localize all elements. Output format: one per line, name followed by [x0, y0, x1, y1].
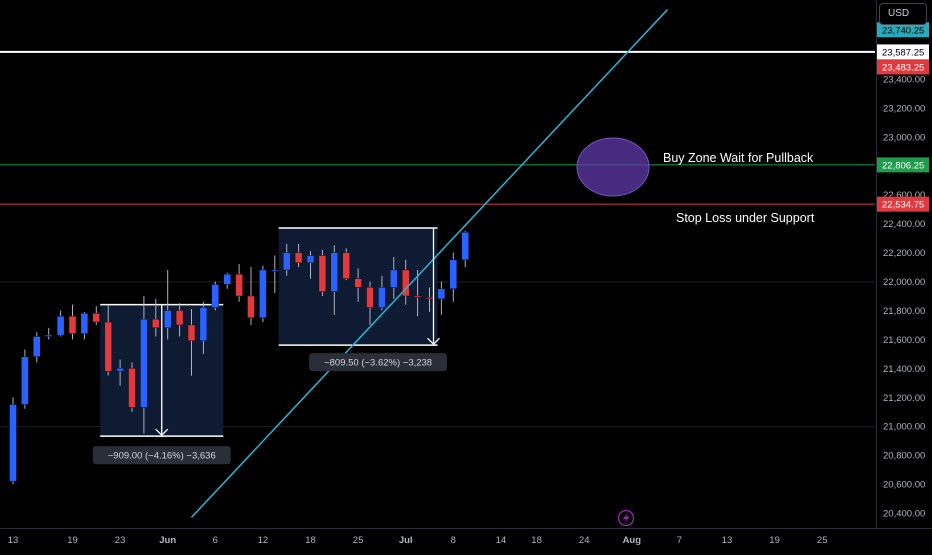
- candle-up: [437, 288, 446, 300]
- time-tick-label: 24: [579, 535, 590, 546]
- candle-up: [390, 269, 398, 288]
- price-tick-label: 23,200.00: [883, 103, 925, 114]
- candle-up: [9, 404, 17, 482]
- price-tick-label: 20,400.00: [883, 509, 925, 520]
- price-badge-label: 22,806.25: [882, 160, 924, 171]
- time-tick-label: Aug: [623, 535, 642, 546]
- lightning-bolt-icon: [623, 512, 630, 524]
- price-badge-label: 23,740.25: [882, 25, 924, 36]
- buy-zone-ellipse: [576, 137, 650, 197]
- price-tick-label: 22,600.00: [883, 190, 925, 201]
- candle-up: [449, 259, 457, 289]
- measure-arrowhead-2: [427, 337, 440, 346]
- time-tick-label: Jul: [399, 535, 413, 546]
- candle-down: [247, 295, 255, 318]
- price-tick-label: 20,600.00: [883, 480, 925, 491]
- price-badge-label: 23,587.25: [882, 47, 924, 58]
- time-tick-label: 19: [769, 535, 780, 546]
- price-tick-label: 21,400.00: [883, 364, 925, 375]
- candle-down: [175, 310, 184, 326]
- price-tick-label: 23,400.00: [883, 75, 925, 86]
- candle-down: [128, 368, 136, 408]
- price-tick-label: 20,800.00: [883, 451, 925, 462]
- price-badge: [877, 157, 929, 173]
- measure-label-2-bg: [309, 353, 448, 372]
- buy-zone-label: Buy Zone Wait for Pullback: [663, 151, 814, 165]
- candle-up: [306, 255, 315, 263]
- time-tick-label: 8: [451, 535, 456, 546]
- candle-up: [80, 313, 89, 334]
- measure-arrowhead-1: [155, 428, 169, 437]
- candle-up: [45, 334, 53, 337]
- price-badge: [877, 59, 929, 75]
- candle-up: [330, 252, 338, 292]
- candle-down: [104, 321, 112, 372]
- candle-up: [378, 287, 386, 308]
- candle-up: [223, 274, 231, 285]
- price-tick-label: 22,200.00: [883, 248, 925, 259]
- measure-label-2: −809.50 (−3.62%) −3,238: [324, 358, 432, 369]
- candle-down: [413, 295, 422, 298]
- price-badge-label: 22,534.75: [882, 200, 924, 211]
- price-tick-label: 21,200.00: [883, 393, 925, 404]
- candle-down: [425, 297, 434, 300]
- time-tick-label: 23: [115, 535, 126, 546]
- candle-down: [68, 316, 77, 334]
- candle-up: [116, 368, 124, 372]
- candle-up: [199, 307, 208, 342]
- candle-up: [56, 316, 65, 336]
- time-tick-label: 13: [722, 535, 733, 546]
- price-badge: [877, 44, 929, 60]
- time-tick-label: 25: [817, 535, 828, 546]
- time-tick-label: 7: [677, 535, 682, 546]
- candle-down: [92, 313, 101, 323]
- candle-up: [33, 336, 41, 357]
- candle-up: [271, 269, 279, 272]
- time-tick-label: 6: [213, 535, 218, 546]
- time-tick-label: 18: [305, 535, 316, 546]
- price-badge-label: 23,483.25: [882, 62, 924, 73]
- candle-up: [211, 284, 220, 308]
- candle-down: [366, 287, 374, 308]
- candle-up: [259, 269, 267, 318]
- candle-down: [318, 255, 327, 292]
- time-tick-label: Jun: [159, 535, 176, 546]
- time-tick-label: 18: [531, 535, 542, 546]
- candle-down: [354, 278, 362, 288]
- candle-down: [402, 269, 410, 297]
- price-tick-label: 21,600.00: [883, 335, 925, 346]
- candle-down: [187, 324, 196, 342]
- price-tick-label: 22,400.00: [883, 219, 925, 230]
- candle-up: [163, 310, 172, 329]
- time-tick-label: 19: [67, 535, 78, 546]
- price-tick-label: 22,000.00: [883, 277, 925, 288]
- price-tick-label: 21,000.00: [883, 422, 925, 433]
- candle-down: [294, 252, 303, 263]
- price-tick-label: 23,000.00: [883, 132, 925, 143]
- time-tick-label: 13: [8, 535, 19, 546]
- lightning-icon: [617, 509, 635, 527]
- candle-down: [152, 318, 160, 329]
- time-tick-label: 12: [258, 535, 269, 546]
- trendline: [190, 9, 669, 518]
- stop-loss-label: Stop Loss under Support: [676, 211, 815, 225]
- candle-down: [342, 252, 350, 279]
- candle-up: [21, 356, 29, 405]
- currency-button[interactable]: USD: [879, 3, 927, 25]
- candle-up: [461, 232, 469, 261]
- price-tick-label: 21,800.00: [883, 306, 925, 317]
- candle-up: [283, 252, 291, 271]
- candle-up: [140, 318, 148, 408]
- price-badge: [877, 196, 929, 212]
- time-tick-label: 25: [353, 535, 364, 546]
- measure-label-1-bg: [92, 446, 231, 465]
- candle-down: [235, 274, 243, 297]
- measure-label-1: −909.00 (−4.16%) −3,636: [108, 451, 216, 462]
- price-badge: [877, 22, 929, 38]
- time-tick-label: 14: [496, 535, 507, 546]
